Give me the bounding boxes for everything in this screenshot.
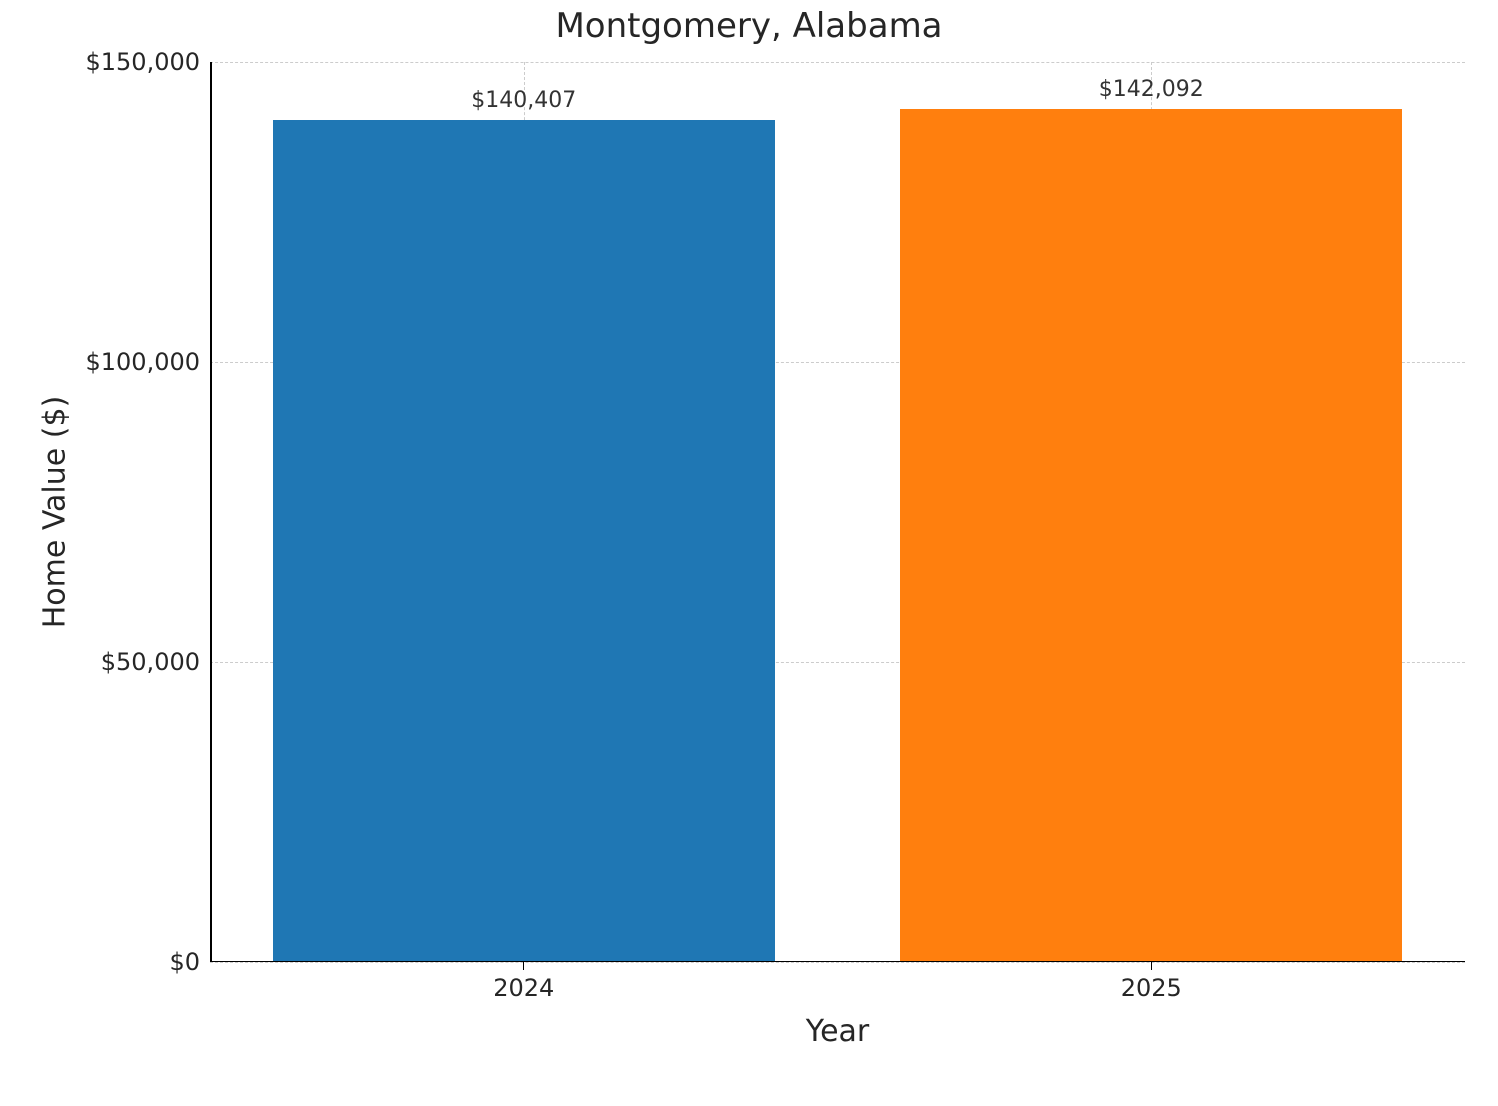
x-tick-label: 2025 <box>1121 974 1182 1002</box>
plot-area <box>210 62 1465 962</box>
y-axis-title: Home Value ($) <box>38 396 73 629</box>
y-tick-label: $50,000 <box>101 648 200 676</box>
grid-line-horizontal <box>210 962 1465 963</box>
y-tick-label: $0 <box>169 948 200 976</box>
bar-value-label: $142,092 <box>1099 77 1204 102</box>
chart-title: Montgomery, Alabama <box>0 6 1498 46</box>
bar <box>273 120 775 962</box>
grid-line-horizontal <box>210 62 1465 63</box>
y-tick-label: $100,000 <box>85 348 200 376</box>
x-axis-spine <box>210 961 1465 963</box>
bar-value-label: $140,407 <box>471 88 576 113</box>
chart-container: Montgomery, Alabama Home Value ($) Year … <box>0 0 1498 1106</box>
y-tick-label: $150,000 <box>85 48 200 76</box>
x-tick-label: 2024 <box>493 974 554 1002</box>
bar <box>900 109 1402 962</box>
x-tick-mark <box>1151 962 1152 970</box>
x-tick-mark <box>523 962 524 970</box>
y-axis-spine <box>210 62 212 962</box>
x-axis-title: Year <box>806 1014 870 1049</box>
